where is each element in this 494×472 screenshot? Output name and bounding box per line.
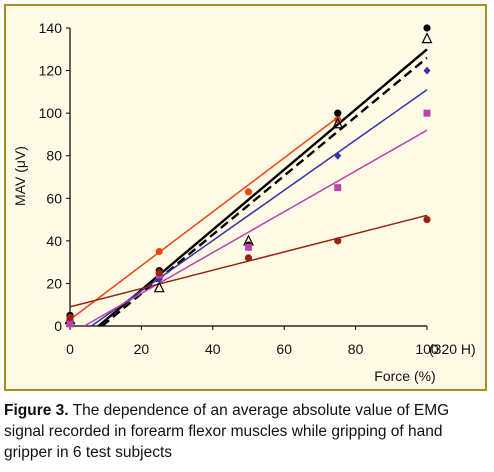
- y-tick-label: 140: [39, 20, 63, 36]
- data-point-series-4: [334, 151, 342, 160]
- data-point-series-5: [423, 109, 431, 117]
- x-unit-note: (320 H): [429, 341, 476, 357]
- y-axis-title: MAV (μV): [12, 146, 28, 206]
- data-point-series-6: [334, 237, 342, 245]
- trend-lines: [69, 48, 428, 327]
- data-point-series-5: [334, 184, 342, 192]
- x-axis-title: Force (%): [374, 368, 435, 384]
- caption-label: Figure 3.: [4, 402, 69, 419]
- trend-line-series-4: [90, 89, 428, 327]
- data-point-series-5: [66, 320, 74, 328]
- caption-text: The dependence of an average absolute va…: [4, 402, 450, 461]
- data-point-series-3: [332, 117, 344, 129]
- axis-labels: MAV (μV) Force (%) (320 H): [12, 146, 476, 384]
- data-point-series-2: [334, 109, 342, 117]
- data-point-series-6: [155, 269, 163, 277]
- data-markers: [64, 24, 433, 328]
- y-tick-label: 0: [54, 318, 62, 334]
- data-point-series-6: [244, 254, 253, 262]
- y-tick-label: 40: [46, 233, 62, 249]
- x-tick-label: 40: [205, 341, 221, 357]
- emg-chart: 0 20 40 60 80 100 120 140 0 20 40 60 80 100 MAV (μV) …: [12, 20, 476, 384]
- y-tick-label: 120: [39, 63, 63, 79]
- trend-line-series-1: [69, 116, 339, 321]
- data-point-series-6: [66, 313, 74, 322]
- trend-line-series-2: [97, 48, 428, 327]
- data-point-series-4: [423, 66, 431, 75]
- x-tick-label: 60: [276, 341, 292, 357]
- data-point-series-5: [245, 243, 252, 251]
- data-point-series-3: [153, 281, 165, 293]
- data-point-series-1: [155, 247, 163, 256]
- data-point-series-2: [423, 24, 431, 32]
- trend-line-series-5: [83, 129, 428, 327]
- x-tick-label: 0: [66, 341, 74, 357]
- y-tick-label: 20: [46, 275, 62, 291]
- x-tick-label: 100: [415, 341, 439, 357]
- trend-line-series-3: [101, 56, 428, 327]
- y-tick-label: 100: [39, 105, 63, 121]
- x-tick-label: 80: [348, 341, 364, 357]
- y-tick-label: 60: [46, 190, 62, 206]
- y-tick-label: 80: [46, 148, 62, 164]
- axes: 0 20 40 60 80 100 120 140 0 20 40 60 80 100: [39, 20, 439, 357]
- data-point-series-3: [421, 32, 433, 44]
- figure-caption: Figure 3. The dependence of an average a…: [4, 400, 490, 463]
- data-point-series-1: [244, 188, 253, 196]
- x-tick-label: 20: [134, 341, 150, 357]
- data-point-series-6: [423, 215, 431, 224]
